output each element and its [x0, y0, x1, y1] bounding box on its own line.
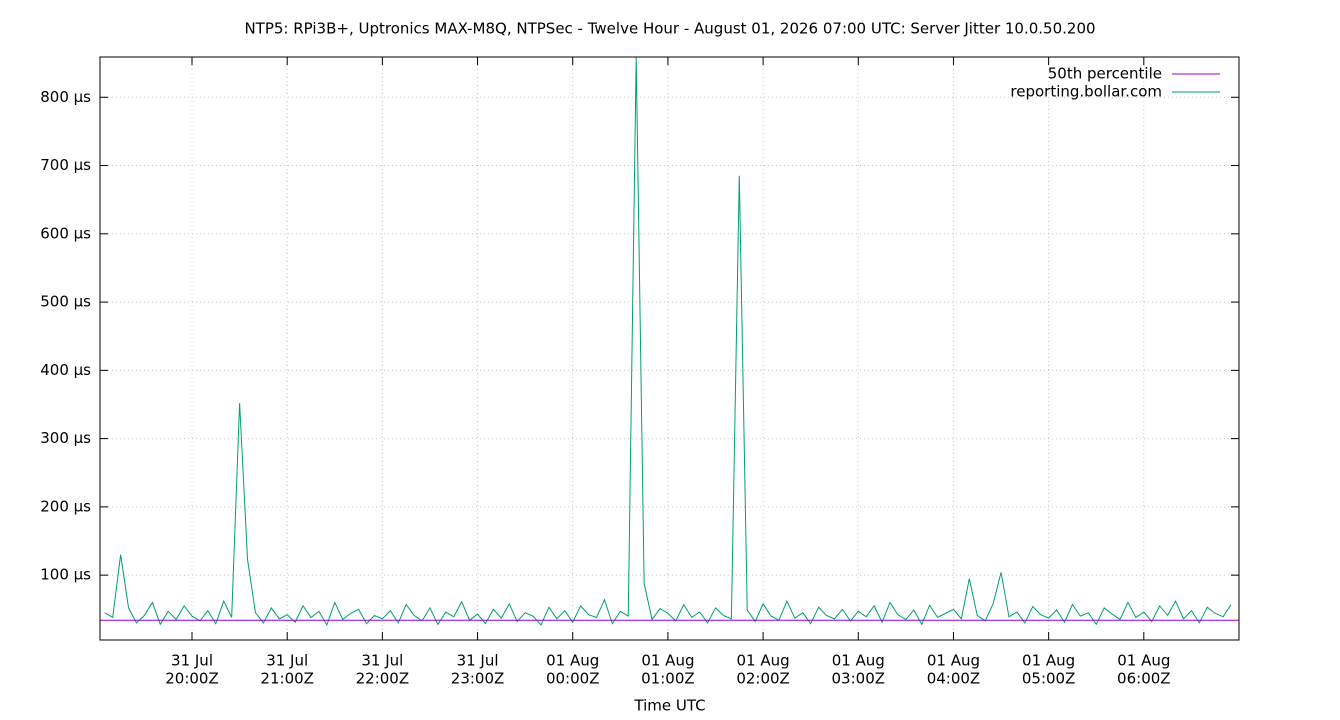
y-tick-label: 700 µs — [40, 156, 91, 174]
y-tick-label: 300 µs — [40, 429, 91, 447]
x-tick-label: 04:00Z — [927, 670, 981, 688]
y-tick-label: 200 µs — [40, 497, 91, 515]
series-line — [104, 57, 1232, 627]
x-tick-label: 31 Jul — [171, 652, 213, 670]
x-tick-label: 01 Aug — [1022, 652, 1075, 670]
y-tick-label: 100 µs — [40, 566, 91, 584]
x-tick-label: 22:00Z — [356, 670, 410, 688]
x-tick-label: 31 Jul — [266, 652, 308, 670]
x-tick-label: 20:00Z — [165, 670, 219, 688]
plot-frame — [99, 56, 1240, 641]
y-tick-label: 400 µs — [40, 361, 91, 379]
x-tick-label: 01:00Z — [641, 670, 695, 688]
x-tick-label: 01 Aug — [641, 652, 694, 670]
x-axis-label: Time UTC — [633, 697, 705, 715]
x-tick-label: 01 Aug — [546, 652, 599, 670]
y-tick-label: 800 µs — [40, 88, 91, 106]
x-tick-label: 00:00Z — [546, 670, 600, 688]
x-tick-label: 01 Aug — [737, 652, 790, 670]
x-tick-label: 05:00Z — [1022, 670, 1076, 688]
legend-label: reporting.bollar.com — [1010, 83, 1162, 101]
x-tick-label: 01 Aug — [832, 652, 885, 670]
chart-title: NTP5: RPi3B+, Uptronics MAX-M8Q, NTPSec … — [244, 20, 1095, 38]
plot-area — [100, 57, 1239, 627]
x-tick-label: 31 Jul — [457, 652, 499, 670]
x-tick-label: 31 Jul — [361, 652, 403, 670]
x-tick-label: 02:00Z — [736, 670, 790, 688]
x-tick-label: 01 Aug — [1117, 652, 1170, 670]
y-tick-label: 500 µs — [40, 293, 91, 311]
x-tick-label: 21:00Z — [260, 670, 314, 688]
x-tick-label: 03:00Z — [832, 670, 886, 688]
legend-label: 50th percentile — [1048, 65, 1162, 83]
x-tick-label: 23:00Z — [451, 670, 505, 688]
x-tick-label: 01 Aug — [927, 652, 980, 670]
x-tick-label: 06:00Z — [1117, 670, 1171, 688]
y-tick-label: 600 µs — [40, 224, 91, 242]
